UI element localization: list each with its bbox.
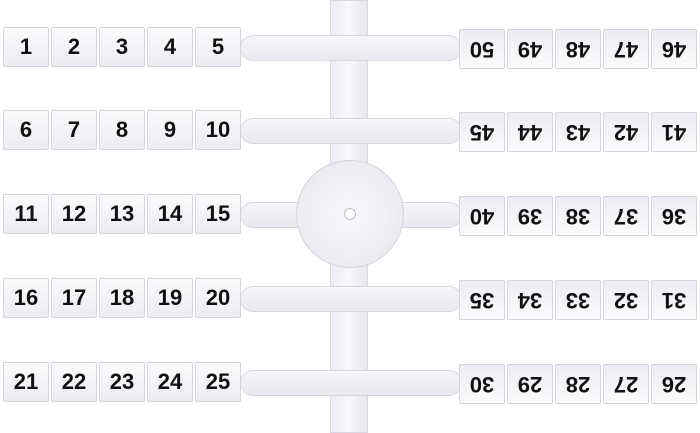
marker-cell: 38 bbox=[555, 196, 601, 236]
marker-cell: 3 bbox=[99, 27, 145, 67]
strip-connector bbox=[240, 118, 462, 144]
left-marker-strip: 11 12 13 14 15 bbox=[3, 194, 243, 236]
marker-cell: 43 bbox=[555, 112, 601, 152]
marker-cell: 21 bbox=[3, 362, 49, 402]
right-marker-strip: 46 47 48 49 50 bbox=[457, 27, 697, 69]
marker-cell: 26 bbox=[651, 364, 697, 404]
marker-cell: 33 bbox=[555, 280, 601, 320]
marker-cell: 28 bbox=[555, 364, 601, 404]
marker-cell: 6 bbox=[3, 110, 49, 150]
marker-cell: 50 bbox=[459, 29, 505, 69]
marker-cell: 36 bbox=[651, 196, 697, 236]
right-marker-strip: 26 27 28 29 30 bbox=[457, 362, 697, 404]
marker-cell: 29 bbox=[507, 364, 553, 404]
marker-cell: 35 bbox=[459, 280, 505, 320]
left-marker-strip: 21 22 23 24 25 bbox=[3, 362, 243, 404]
marker-cell: 15 bbox=[195, 194, 241, 234]
right-marker-strip: 36 37 38 39 40 bbox=[457, 194, 697, 236]
marker-cell: 48 bbox=[555, 29, 601, 69]
marker-cell: 22 bbox=[51, 362, 97, 402]
marker-cell: 31 bbox=[651, 280, 697, 320]
center-hole bbox=[344, 208, 356, 220]
marker-cell: 23 bbox=[99, 362, 145, 402]
marker-cell: 32 bbox=[603, 280, 649, 320]
marker-cell: 2 bbox=[51, 27, 97, 67]
marker-cell: 25 bbox=[195, 362, 241, 402]
marker-cell: 7 bbox=[51, 110, 97, 150]
marker-cell: 18 bbox=[99, 278, 145, 318]
marker-cell: 42 bbox=[603, 112, 649, 152]
right-marker-strip: 41 42 43 44 45 bbox=[457, 110, 697, 152]
marker-cell: 5 bbox=[195, 27, 241, 67]
strip-connector bbox=[240, 286, 462, 312]
right-marker-strip: 31 32 33 34 35 bbox=[457, 278, 697, 320]
marker-cell: 49 bbox=[507, 29, 553, 69]
marker-cell: 45 bbox=[459, 112, 505, 152]
strip-connector bbox=[240, 35, 462, 61]
marker-cell: 47 bbox=[603, 29, 649, 69]
marker-cell: 19 bbox=[147, 278, 193, 318]
marker-cell: 12 bbox=[51, 194, 97, 234]
marker-cell: 44 bbox=[507, 112, 553, 152]
marker-cell: 11 bbox=[3, 194, 49, 234]
marker-cell: 16 bbox=[3, 278, 49, 318]
marker-cell: 41 bbox=[651, 112, 697, 152]
marker-cell: 37 bbox=[603, 196, 649, 236]
marker-cell: 46 bbox=[651, 29, 697, 69]
marker-cell: 39 bbox=[507, 196, 553, 236]
marker-cell: 17 bbox=[51, 278, 97, 318]
marker-cell: 27 bbox=[603, 364, 649, 404]
marker-cell: 30 bbox=[459, 364, 505, 404]
marker-cell: 13 bbox=[99, 194, 145, 234]
marker-cell: 20 bbox=[195, 278, 241, 318]
marker-cell: 1 bbox=[3, 27, 49, 67]
marker-cell: 9 bbox=[147, 110, 193, 150]
left-marker-strip: 6 7 8 9 10 bbox=[3, 110, 243, 152]
marker-cell: 40 bbox=[459, 196, 505, 236]
marker-cell: 10 bbox=[195, 110, 241, 150]
strip-connector bbox=[240, 370, 462, 396]
marker-cell: 34 bbox=[507, 280, 553, 320]
marker-cell: 14 bbox=[147, 194, 193, 234]
marker-cell: 24 bbox=[147, 362, 193, 402]
marker-cell: 8 bbox=[99, 110, 145, 150]
left-marker-strip: 16 17 18 19 20 bbox=[3, 278, 243, 320]
marker-cell: 4 bbox=[147, 27, 193, 67]
